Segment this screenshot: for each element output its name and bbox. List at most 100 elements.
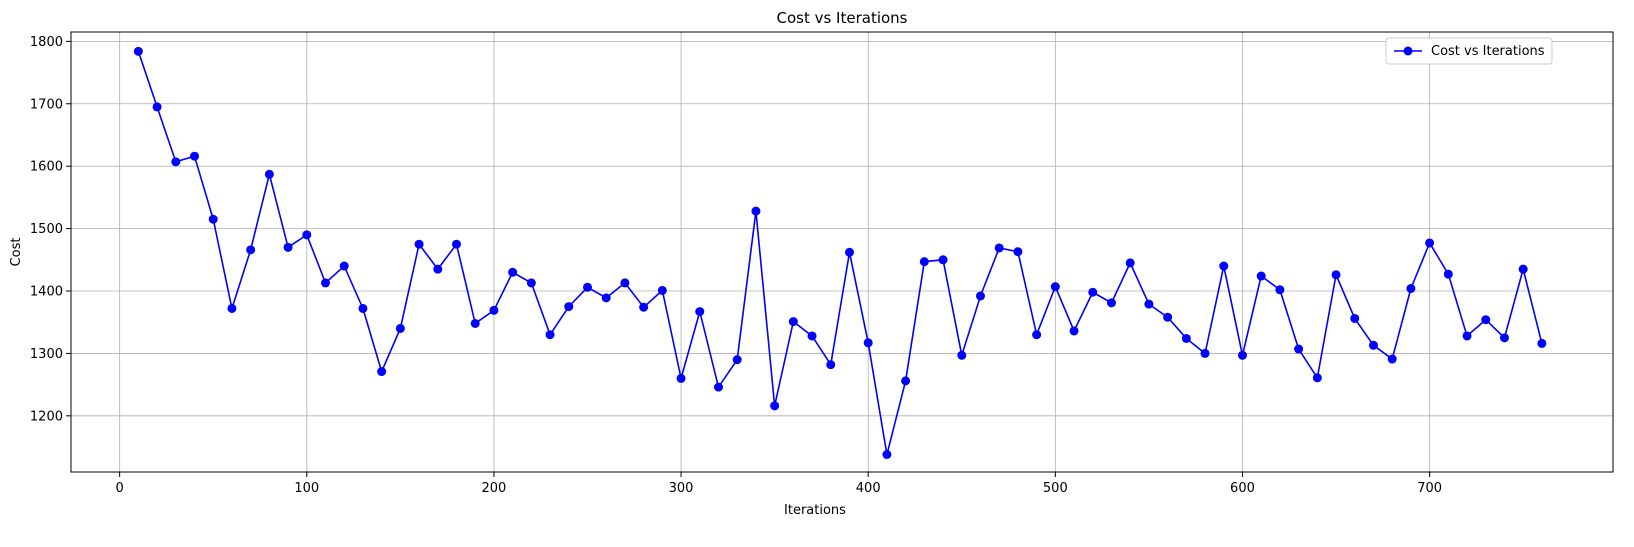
legend-marker-sample <box>1403 46 1413 56</box>
data-point <box>208 214 218 224</box>
data-point <box>657 285 667 295</box>
data-point <box>227 303 237 313</box>
data-point <box>190 151 200 161</box>
data-point <box>1406 284 1416 294</box>
data-point <box>564 302 574 312</box>
data-point <box>882 450 892 460</box>
data-point <box>1387 354 1397 364</box>
data-point <box>545 330 555 340</box>
y-tick-label: 1800 <box>30 35 63 50</box>
data-point <box>1275 285 1285 295</box>
data-point <box>639 302 649 312</box>
data-point <box>919 257 929 267</box>
data-point <box>1518 264 1528 274</box>
data-point <box>1443 269 1453 279</box>
data-point <box>751 206 761 216</box>
data-point <box>994 243 1004 253</box>
data-point <box>957 350 967 360</box>
legend-entry-label: Cost vs Iterations <box>1431 44 1545 59</box>
data-point <box>770 401 780 411</box>
data-point <box>732 355 742 365</box>
x-tick-label: 200 <box>482 481 507 496</box>
data-point <box>283 242 293 252</box>
data-point <box>1294 344 1304 354</box>
data-point <box>1368 340 1378 350</box>
y-axis-label: Cost <box>9 238 24 267</box>
data-point <box>1312 373 1322 383</box>
data-point <box>526 278 536 288</box>
data-point <box>1462 331 1472 341</box>
data-point <box>1106 298 1116 308</box>
data-point <box>1088 287 1098 297</box>
data-point <box>695 307 705 317</box>
x-tick-label: 600 <box>1230 481 1255 496</box>
y-tick-label: 1200 <box>30 409 63 424</box>
data-point <box>264 169 274 179</box>
data-point <box>470 318 480 328</box>
data-point <box>788 317 798 327</box>
data-point <box>489 305 499 315</box>
data-point <box>1219 261 1229 271</box>
data-point <box>1237 350 1247 360</box>
x-axis-label: Iterations <box>784 503 846 518</box>
data-point <box>807 331 817 341</box>
legend-box <box>1385 37 1553 65</box>
x-tick-label: 500 <box>1043 481 1068 496</box>
data-point <box>508 267 518 277</box>
data-point <box>133 46 143 56</box>
data-point <box>152 102 162 112</box>
x-tick-label: 100 <box>294 481 319 496</box>
y-tick-label: 1500 <box>30 222 63 237</box>
data-point <box>1350 313 1360 323</box>
data-point <box>713 382 723 392</box>
data-point <box>863 338 873 348</box>
data-point <box>395 323 405 333</box>
series-cost-vs-iterations <box>133 46 1547 460</box>
x-tick-label: 700 <box>1417 481 1442 496</box>
data-point <box>377 367 387 377</box>
y-tick-label: 1700 <box>30 97 63 112</box>
data-point <box>246 245 256 255</box>
data-point <box>582 282 592 292</box>
data-point <box>1331 270 1341 280</box>
x-tick-label: 300 <box>669 481 694 496</box>
data-point <box>1050 282 1060 292</box>
data-point <box>321 278 331 288</box>
x-tick-label: 0 <box>116 481 124 496</box>
y-tick-label: 1400 <box>30 285 63 300</box>
data-point <box>1032 330 1042 340</box>
x-tick-label: 400 <box>856 481 881 496</box>
data-point <box>171 157 181 167</box>
data-point <box>302 230 312 240</box>
axis-ticks: 0 100 200 300 400 500 600 700 1200 1300 1400 1500 16… <box>30 35 1442 496</box>
data-point <box>1537 338 1547 348</box>
data-point <box>1069 326 1079 336</box>
y-tick-label: 1300 <box>30 347 63 362</box>
data-point <box>1125 258 1135 268</box>
data-point <box>1144 299 1154 309</box>
data-point <box>1181 333 1191 343</box>
data-point <box>826 360 836 370</box>
legend: Cost vs Iterations <box>1385 37 1553 65</box>
data-point <box>1200 348 1210 358</box>
data-point <box>938 255 948 265</box>
data-point <box>452 239 461 249</box>
plot-area-frame <box>70 31 1614 473</box>
data-point <box>676 373 686 383</box>
chart-title: Cost vs Iterations <box>776 9 907 27</box>
grid-lines <box>71 32 1613 472</box>
data-point <box>601 293 611 303</box>
data-point <box>414 239 424 249</box>
series-line <box>137 51 1543 455</box>
data-point <box>975 291 985 301</box>
data-point <box>901 376 911 386</box>
data-point <box>339 261 349 271</box>
data-point <box>1163 312 1173 322</box>
data-point <box>1425 238 1435 248</box>
data-point <box>1013 247 1023 257</box>
data-point <box>358 303 368 313</box>
data-point <box>1499 333 1509 343</box>
data-point <box>844 247 854 257</box>
y-tick-label: 1600 <box>30 160 63 175</box>
